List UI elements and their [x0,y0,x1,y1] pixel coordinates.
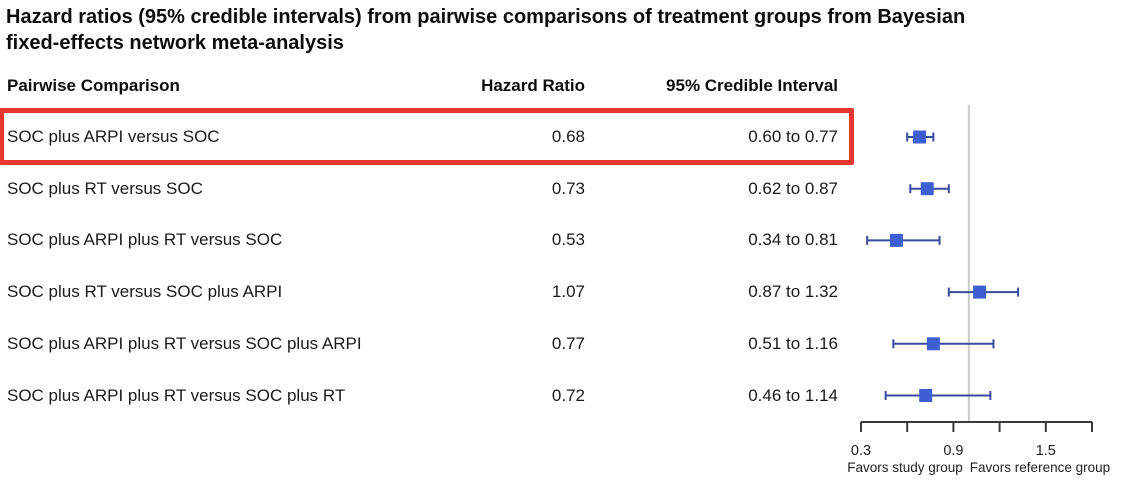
table-row: SOC plus ARPI plus RT versus SOC 0.53 0.… [0,214,860,266]
x-tick-label: 0.3 [851,443,871,459]
row-comparison: SOC plus ARPI versus SOC [7,127,220,146]
row-comparison: SOC plus RT versus SOC [7,178,203,198]
row-hr: 0.53 [551,230,585,250]
row-hr: 0.77 [551,333,585,353]
row-hr: 0.73 [551,178,585,198]
header-hazard-ratio: Hazard Ratio [481,76,585,95]
row-comparison: SOC plus ARPI plus RT versus SOC [7,230,283,250]
figure-title: Hazard ratios (95% credible intervals) f… [6,4,1118,56]
hr-marker [920,182,934,196]
row-ci: 0.62 to 0.87 [748,178,838,198]
table-row: SOC plus RT versus SOC plus ARPI 1.07 0.… [0,266,860,318]
row-comparison: SOC plus RT versus SOC plus ARPI [7,282,283,302]
row-hr: 0.72 [551,385,585,405]
row-hr: 0.68 [551,127,585,146]
row-ci: 0.46 to 1.14 [748,385,838,405]
header-pairwise-comparison: Pairwise Comparison [7,76,180,95]
table-row: SOC plus ARPI plus RT versus SOC plus RT… [0,370,860,422]
table-row: SOC plus ARPI versus SOC 0.68 0.60 to 0.… [0,111,860,163]
figure-title-line2: fixed-effects network meta-analysis [6,32,344,54]
favors-study-group-label: Favors study group [847,460,963,475]
row-ci: 0.87 to 1.32 [748,282,838,302]
hr-marker [926,337,940,351]
hr-marker [973,285,987,299]
highlight-box [0,108,854,165]
row-ci: 0.51 to 1.16 [748,333,838,353]
hr-marker [913,130,927,144]
x-tick-label: 0.9 [943,443,963,459]
hr-marker [889,233,903,247]
table-row: SOC plus RT versus SOC 0.73 0.62 to 0.87 [0,163,860,215]
row-comparison: SOC plus ARPI plus RT versus SOC plus AR… [7,333,362,353]
row-hr: 1.07 [551,282,585,302]
hr-marker [919,389,933,402]
row-ci: 0.60 to 0.77 [748,127,838,146]
x-tick-label: 1.5 [1036,443,1056,459]
table-row: SOC plus ARPI plus RT versus SOC plus AR… [0,318,860,370]
table-header-row: Pairwise Comparison Hazard Ratio 95% Cre… [0,72,860,100]
header-credible-interval: 95% Credible Interval [666,76,838,95]
row-ci: 0.34 to 0.81 [748,230,838,250]
row-comparison: SOC plus ARPI plus RT versus SOC plus RT [7,385,346,405]
figure-title-line1: Hazard ratios (95% credible intervals) f… [6,6,966,28]
favors-reference-group-label: Favors reference group [970,460,1110,475]
